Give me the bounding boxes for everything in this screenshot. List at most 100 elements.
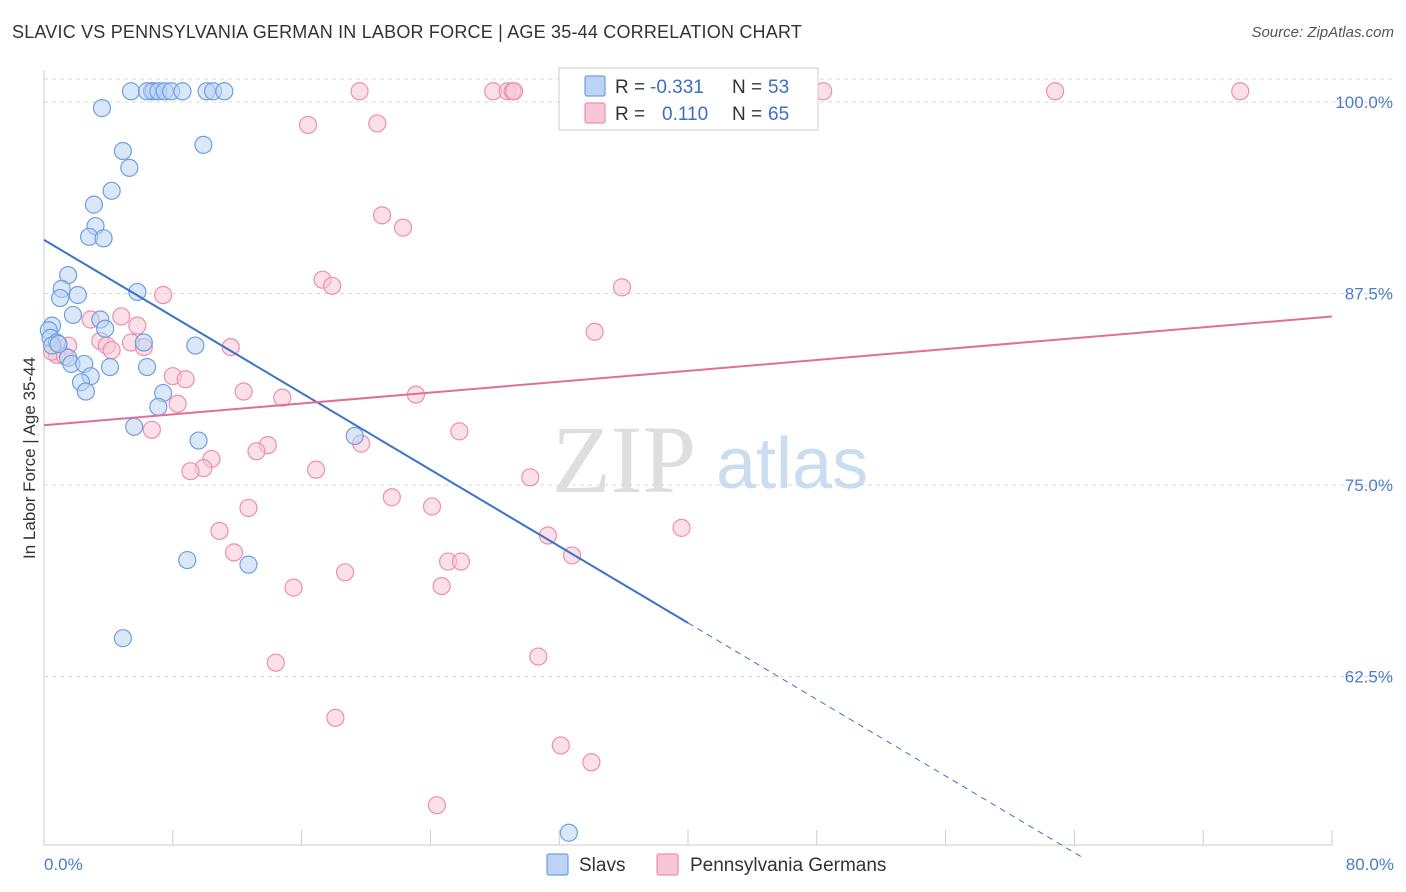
legend-n-value-slavs: 53 [768, 77, 789, 98]
x-tick-label-min: 0.0% [44, 855, 83, 874]
pennsylvania-germans-point [373, 206, 392, 225]
pennsylvania-germans-point [234, 382, 253, 401]
legend-r-value-pennsylvania-germans: 0.110 [662, 104, 708, 125]
pennsylvania-germans-point [529, 647, 548, 666]
pennsylvania-germans-point [551, 736, 570, 755]
pennsylvania-germans-point [168, 394, 187, 413]
pennsylvania-germans-point [1231, 82, 1250, 101]
pennsylvania-germans-point [247, 442, 266, 461]
pennsylvania-germans-point [221, 338, 240, 357]
y-axis-tick-labels: 62.5% 75.0% 87.5% 100.0% [1335, 93, 1393, 686]
pennsylvania-germans-point [451, 552, 471, 571]
x-tick-label-max: 80.0% [1346, 855, 1394, 874]
pennsylvania-germans-point [382, 488, 401, 507]
legend-r-label-pennsylvania-germans: R = [615, 104, 645, 125]
pennsylvania-germans-point [427, 796, 446, 815]
slavs-point [121, 82, 141, 101]
trend-lines [43, 239, 1333, 858]
pennsylvania-germans-point [521, 468, 540, 487]
slavs-point [84, 195, 104, 214]
watermark-zip: ZIP [552, 406, 696, 513]
slavs-point [189, 431, 208, 450]
y-tick-label: 87.5% [1345, 284, 1393, 303]
watermark: ZIP atlas [552, 406, 868, 513]
pennsylvania-germans-point [323, 276, 342, 295]
slavs-point [49, 334, 68, 354]
pennsylvania-germans-point [210, 521, 229, 541]
pennsylvania-germans-point [368, 114, 387, 133]
y-tick-label: 100.0% [1335, 93, 1393, 112]
slavs-point [102, 181, 121, 200]
legend-r-value-slavs: -0.331 [650, 77, 704, 98]
pennsylvania-germans-point [1045, 82, 1065, 101]
pennsylvania-germans-point [585, 322, 604, 341]
legend-n-label-pennsylvania-germans: N = [732, 104, 762, 125]
pennsylvania-germans-point [298, 115, 318, 135]
y-tick-label: 75.0% [1345, 476, 1393, 495]
pennsylvania-germans-point [273, 388, 292, 407]
pennsylvania-germans-point [181, 462, 200, 481]
legend-swatch-pennsylvania-germans [584, 102, 606, 124]
bottom-legend-label-pennsylvania-germans: Pennsylvania Germans [690, 855, 886, 876]
pennsylvania-germans-point [335, 563, 355, 582]
slavs-point [113, 141, 132, 161]
pennsylvania-germans-point [142, 420, 161, 439]
grid-lines [44, 78, 1394, 677]
pennsylvania-germans-point [422, 497, 442, 516]
slavs-point [100, 357, 120, 377]
slavs-point [178, 550, 197, 570]
legend-box: R = -0.331 N = 53 R = 0.110 N = 65 [558, 67, 819, 131]
legend-n-value-pennsylvania-germans: 65 [768, 104, 789, 125]
pennsylvania-germans-point [154, 285, 173, 305]
pennsylvania-germans-point [432, 576, 451, 596]
slavs-point [120, 158, 139, 177]
legend-r-label-slavs: R = [615, 77, 645, 98]
slavs-point [194, 135, 213, 154]
chart-title: SLAVIC VS PENNSYLVANIA GERMAN IN LABOR F… [12, 22, 803, 42]
legend-swatch-slavs [584, 75, 606, 97]
slavs-point [134, 333, 153, 352]
slavs-point [149, 397, 168, 416]
slavs-trend-line [43, 239, 689, 624]
slavs-point [137, 357, 157, 377]
pennsylvania-germans-point [112, 307, 131, 326]
pennsylvania-germans-point [450, 422, 469, 441]
pennsylvania-germans-point [128, 316, 147, 335]
chart-source: Source: ZipAtlas.com [1251, 24, 1394, 41]
slavs-point [125, 417, 144, 436]
slavs-point [345, 426, 364, 446]
pennsylvania-germans-point [266, 653, 285, 672]
slavs-point [173, 82, 192, 101]
slavs-point [92, 99, 112, 118]
pennsylvania-germans-point [306, 460, 326, 479]
pennsylvania-germans-point [672, 518, 691, 537]
pennsylvania-germans-point [505, 82, 524, 101]
pennsylvania-germans-point [102, 341, 121, 360]
slavs-point [559, 823, 578, 842]
slavs-trend-extension [687, 622, 1083, 858]
slavs-point [63, 305, 83, 325]
legend-n-label-slavs: N = [732, 77, 762, 98]
watermark-atlas: atlas [716, 424, 868, 504]
slavs-point [113, 629, 132, 648]
series-slavs-points [39, 82, 578, 842]
x-axis-ticks [43, 830, 1333, 845]
slavs-point [215, 82, 234, 101]
pennsylvania-germans-point [284, 578, 303, 597]
pennsylvania-germans-point [326, 708, 345, 727]
pennsylvania-germans-trend-line [43, 315, 1333, 427]
slavs-point [50, 288, 70, 308]
bottom-legend-swatch-pennsylvania-germans [656, 853, 679, 876]
pennsylvania-germans-point [176, 370, 195, 389]
pennsylvania-germans-point [350, 82, 369, 101]
slavs-point [94, 229, 113, 248]
pennsylvania-germans-point [612, 278, 632, 297]
slavs-point [76, 382, 95, 401]
slavs-point [186, 336, 205, 355]
series-pennsylvania-germans-points [42, 82, 1250, 815]
slavs-point [128, 282, 147, 302]
bottom-legend-swatch-slavs [546, 853, 569, 876]
pennsylvania-germans-point [239, 498, 258, 518]
y-axis-title: In Labor Force | Age 35-44 [20, 357, 39, 559]
